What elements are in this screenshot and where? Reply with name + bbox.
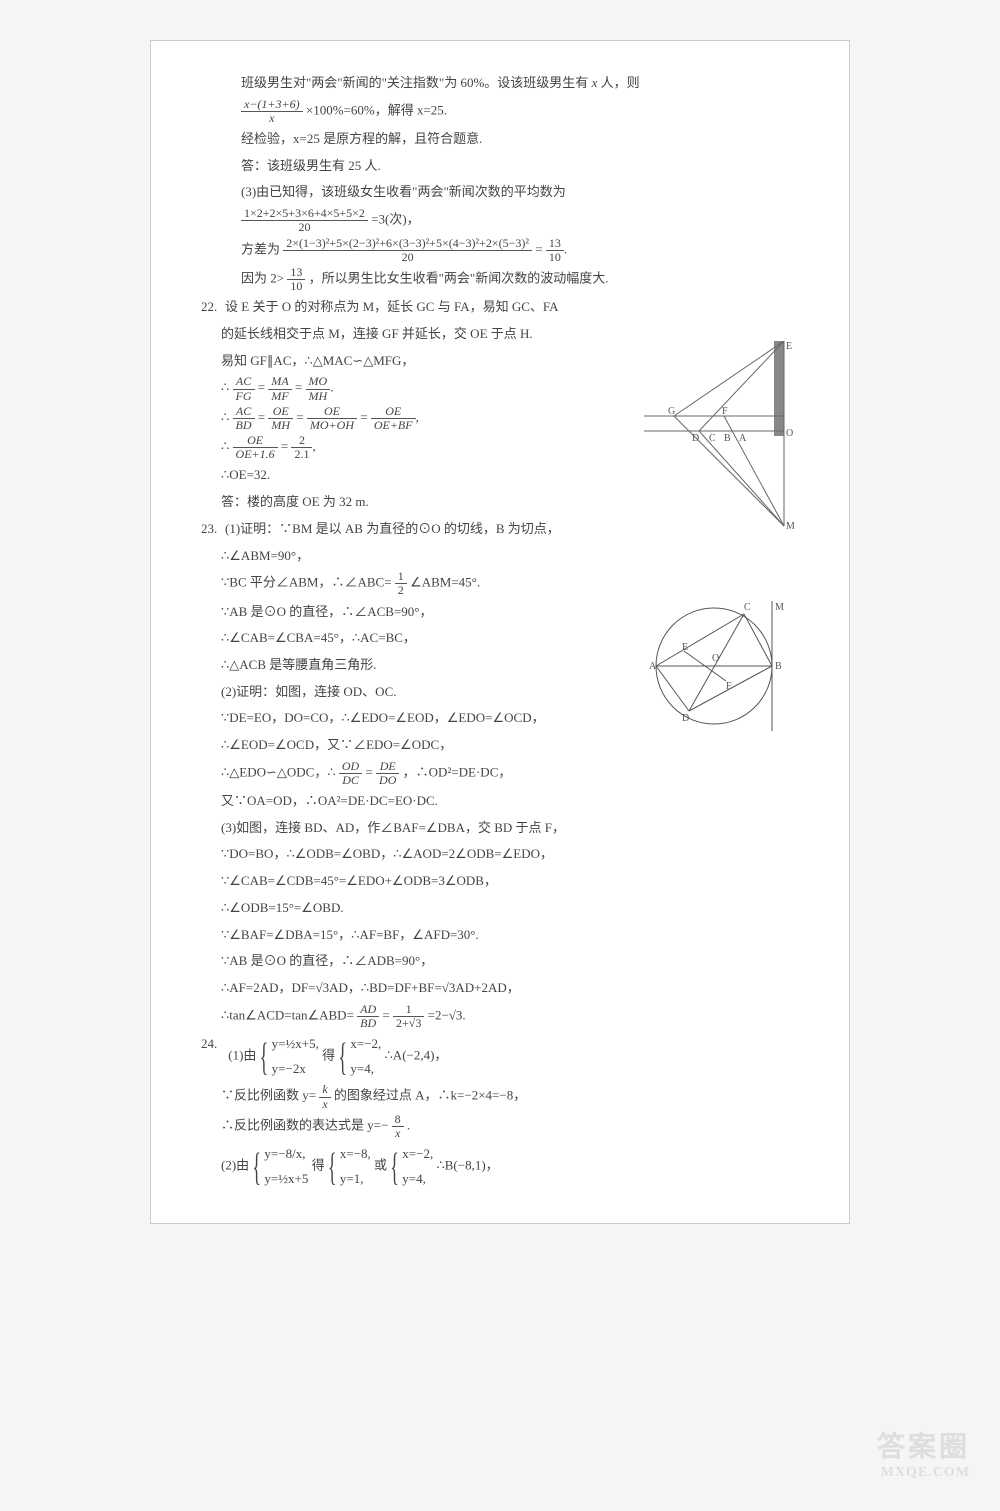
- intro-line-5: (3)由已知得，该班级女生收看"两会"新闻次数的平均数为: [201, 180, 799, 205]
- q23-line-9: ∴∠EOD=∠OCD，又∵∠EDO=∠ODC，: [201, 733, 799, 758]
- intro-line-6: 1×2+2×5+3×6+4×5+5×220 =3(次)，: [201, 207, 799, 234]
- q24-line-2: ∵反比例函数 y= kx 的图象经过点 A，∴k=−2×4=−8，: [201, 1083, 799, 1110]
- q23-line-14: ∵∠CAB=∠CDB=45°=∠EDO+∠ODB=3∠ODB，: [201, 869, 799, 894]
- intro-line-2: x−(1+3+6)x ×100%=60%，解得 x=25.: [201, 98, 799, 125]
- q23-line-10: ∴△EDO∽△ODC，∴ ODDC = DEDO ，∴OD²=DE·DC，: [201, 760, 799, 787]
- svg-text:O: O: [786, 428, 793, 439]
- svg-text:A: A: [649, 661, 657, 672]
- svg-text:C: C: [744, 602, 751, 613]
- svg-text:D: D: [692, 433, 699, 444]
- intro-line-7: 方差为 2×(1−3)²+5×(2−3)²+6×(3−3)²+5×(4−3)²+…: [201, 237, 799, 264]
- q24-line-1: 24. (1)由 y=½x+5,y=−2x 得 x=−2,y=4, ∴A(−2,…: [201, 1032, 799, 1081]
- q23-line-19: ∴tan∠ACD=tan∠ABD= ADBD = 12+√3 =2−√3.: [201, 1003, 799, 1030]
- svg-text:E: E: [786, 341, 792, 352]
- q23-line-15: ∴∠ODB=15°=∠OBD.: [201, 896, 799, 921]
- svg-text:G: G: [668, 406, 675, 417]
- q23-line-12: (3)如图，连接 BD、AD，作∠BAF=∠DBA，交 BD 于点 F，: [201, 816, 799, 841]
- q24-line-3: ∴反比例函数的表达式是 y=− 8x .: [201, 1113, 799, 1140]
- q23-line-13: ∵DO=BO，∴∠ODB=∠OBD，∴∠AOD=2∠ODB=∠EDO，: [201, 842, 799, 867]
- q23-line-11: 又∵OA=OD，∴OA²=DE·DC=EO·DC.: [201, 789, 799, 814]
- page: 班级男生对"两会"新闻的"关注指数"为 60%。设该班级男生有 x 人，则 x−…: [150, 40, 850, 1224]
- intro-line-4: 答：该班级男生有 25 人.: [201, 154, 799, 179]
- q23-line-18: ∴AF=2AD，DF=√3AD，∴BD=DF+BF=√3AD+2AD，: [201, 976, 799, 1001]
- q23-line-16: ∵∠BAF=∠DBA=15°，∴AF=BF，∠AFD=30°.: [201, 923, 799, 948]
- svg-text:B: B: [724, 433, 731, 444]
- svg-text:O: O: [712, 653, 719, 664]
- q23-line-17: ∵AB 是⊙O 的直径，∴∠ADB=90°，: [201, 949, 799, 974]
- svg-text:B: B: [775, 661, 782, 672]
- q23-line-2: ∴∠ABM=90°，: [201, 544, 799, 569]
- intro-line-8: 因为 2> 1310 ，所以男生比女生收看"两会"新闻次数的波动幅度大.: [201, 266, 799, 293]
- svg-text:E: E: [682, 642, 688, 653]
- svg-text:F: F: [726, 681, 732, 692]
- intro-line-3: 经检验，x=25 是原方程的解，且符合题意.: [201, 127, 799, 152]
- svg-text:A: A: [739, 433, 747, 444]
- q22-line-1: 22.设 E 关于 O 的对称点为 M，延长 GC 与 FA，易知 GC、FA: [201, 295, 799, 320]
- svg-text:D: D: [682, 713, 689, 724]
- svg-text:M: M: [786, 521, 794, 531]
- q24-line-4: (2)由 y=−8/x,y=½x+5 得 x=−8,y=1, 或 x=−2,y=…: [201, 1142, 799, 1191]
- q23-diagram: A B C D E F O M: [644, 596, 794, 736]
- watermark: 答案圈 MXQE.COM: [877, 1425, 970, 1481]
- svg-text:M: M: [775, 602, 784, 613]
- q23-line-3: ∵BC 平分∠ABM，∴∠ABC= 12 ∠ABM=45°.: [201, 570, 799, 597]
- intro-line-1: 班级男生对"两会"新闻的"关注指数"为 60%。设该班级男生有 x 人，则: [201, 71, 799, 96]
- svg-text:F: F: [722, 406, 728, 417]
- q22-diagram: E G F D C B A O M: [644, 341, 794, 531]
- svg-text:C: C: [709, 433, 716, 444]
